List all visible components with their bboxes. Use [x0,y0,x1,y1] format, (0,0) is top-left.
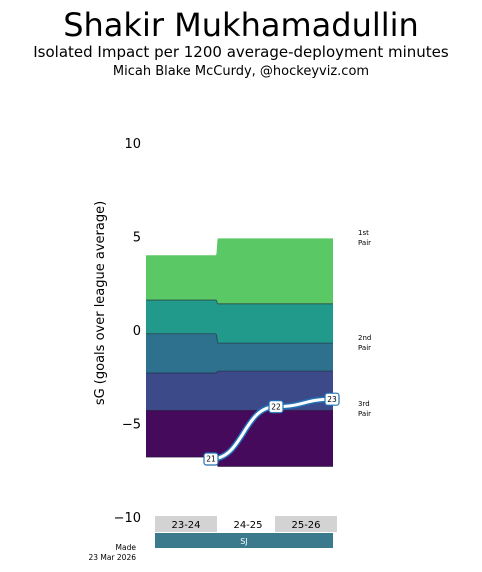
impact-band-2 [146,300,333,344]
season-label: 25-26 [291,520,320,531]
band-boundary-1 [146,299,333,305]
team-label: SJ [240,537,247,546]
season-label: 23-24 [171,520,200,531]
impact-point-marker [324,392,340,406]
pair-label: 2nd [358,334,371,342]
impact-point-label: 22 [271,402,281,411]
made-date: 23 Mar 2026 [88,553,136,562]
impact-band-4 [146,371,333,411]
team-bar [155,533,333,548]
pair-label: 1st [358,229,369,237]
pair-label: 3rd [358,400,370,408]
season-label: 24-25 [233,520,262,531]
impact-point-label: 23 [327,395,337,404]
season-cell [217,516,279,532]
pair-labels: 1st Pair 2nd Pair 3rd Pair [358,229,371,418]
pair-label: Pair [358,410,371,418]
impact-point-label: 21 [206,455,216,464]
impact-point-marker [268,400,284,414]
impact-band-3 [146,333,333,374]
band-boundary-2 [146,333,333,344]
chart-credit: Micah Blake McCurdy, @hockeyviz.com [113,64,369,79]
chart-title: Shakir Mukhamadullin [63,6,419,44]
season-cell [275,516,337,532]
chart-subtitle: Isolated Impact per 1200 average-deploym… [33,43,449,61]
y-axis-ticks: −10 −5 0 5 10 [114,137,141,526]
impact-bands [146,238,333,467]
y-tick-label: 10 [124,137,141,152]
made-label: Made [116,543,137,552]
season-strip: 23-24 24-25 25-26 SJ [155,516,337,548]
y-tick-label: 0 [133,324,141,339]
y-tick-label: −5 [122,418,141,433]
y-axis-label: sG (goals over league average) [93,201,108,405]
y-tick-label: 5 [133,231,141,246]
band-boundary-3 [146,370,333,374]
season-cell [155,516,217,532]
impact-band-1 [146,238,333,304]
y-tick-label: −10 [114,511,141,526]
pair-label: Pair [358,239,371,247]
impact-line-layer: 21 22 23 [203,392,340,466]
impact-point-marker [203,452,219,466]
pair-label: Pair [358,344,371,352]
